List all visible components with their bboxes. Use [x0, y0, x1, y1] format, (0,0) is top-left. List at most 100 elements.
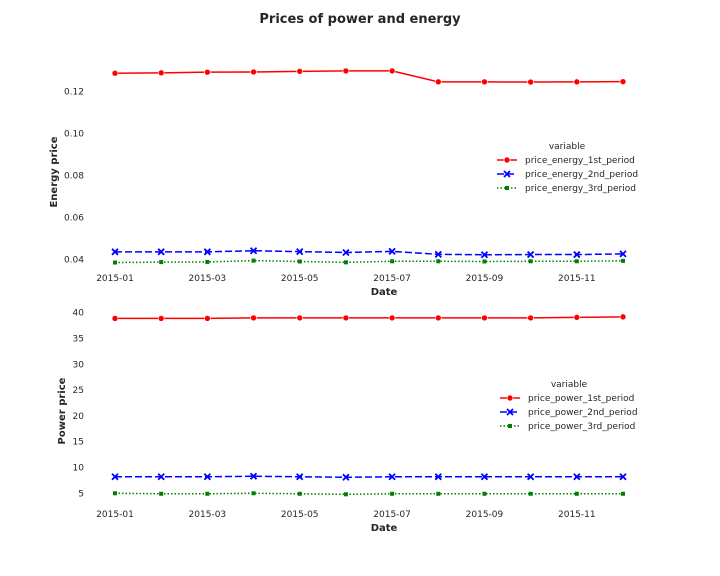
price-power-3rd-period-series [113, 491, 625, 497]
energy-y-tick-label: 0.12 [64, 88, 84, 98]
chart-title: Prices of power and energy [259, 12, 461, 27]
price-energy-2nd-period-series [111, 247, 627, 259]
price-power-2nd-period-point [342, 473, 350, 481]
price-energy-1st-period-point [250, 68, 257, 76]
price-energy-1st-period-legend-label: price_energy_1st_period [525, 156, 635, 166]
price-power-1st-period-point [157, 315, 165, 322]
price-power-2nd-period-series [111, 472, 627, 481]
power-y-tick-label: 25 [73, 386, 84, 396]
price-power-3rd-period-point [621, 491, 625, 496]
price-energy-3rd-period-point [113, 260, 117, 265]
price-power-3rd-period-point [113, 491, 117, 496]
energy-y-tick-label: 0.06 [64, 214, 84, 224]
price-energy-1st-period-point [434, 78, 442, 86]
price-power-2nd-period-point [249, 472, 258, 480]
price-energy-2nd-period-legend-point [503, 170, 511, 178]
price-energy-2nd-period-point [388, 247, 396, 256]
price-power-2nd-period-point [203, 473, 212, 481]
price-power-3rd-period-point [574, 491, 579, 496]
price-energy-3rd-period-point [205, 259, 210, 264]
price-power-1st-period-point [204, 315, 211, 322]
price-energy-3rd-period-point [621, 258, 625, 263]
power-x-axis-label: Date [371, 523, 398, 534]
price-power-3rd-period-line [114, 492, 623, 496]
power-x-tick-label: 2015-05 [281, 510, 319, 520]
price-energy-1st-period-legend-point [503, 156, 511, 164]
price-power-2nd-period-legend-label: price_power_2nd_period [528, 408, 638, 418]
price-power-1st-period-legend-point [506, 394, 514, 402]
price-energy-1st-period-point [481, 78, 488, 86]
price-energy-2nd-period-point [111, 248, 119, 256]
power-y-tick-label: 15 [73, 438, 84, 448]
power-legend-title: variable [551, 380, 588, 390]
price-power-3rd-period-point [528, 491, 533, 496]
power-y-tick-label: 10 [73, 463, 85, 473]
price-energy-2nd-period-legend-label: price_energy_2nd_period [525, 170, 638, 180]
price-energy-2nd-period-point [480, 251, 489, 259]
power-x-tick-label: 2015-11 [558, 510, 596, 520]
price-energy-3rd-period-point [251, 258, 256, 263]
price-energy-1st-period-point [527, 78, 534, 86]
price-energy-3rd-period-point [436, 259, 441, 264]
price-energy-2nd-period-point [249, 247, 258, 255]
price-power-3rd-period-point [205, 491, 210, 496]
price-power-2nd-period-point [573, 473, 581, 481]
price-power-1st-period-point [250, 314, 257, 322]
price-energy-2nd-period-point [526, 250, 535, 259]
price-energy-2nd-period-point [203, 248, 212, 256]
energy-x-tick-label: 2015-09 [466, 274, 504, 284]
price-power-2nd-period-point [157, 473, 165, 481]
price-power-3rd-period-point [343, 492, 348, 497]
price-power-2nd-period-point [388, 473, 396, 481]
power-y-tick-label: 40 [73, 309, 85, 319]
price-energy-3rd-period-line [114, 259, 624, 264]
price-energy-2nd-period-point [573, 250, 581, 259]
price-power-1st-period-point [111, 315, 119, 322]
price-energy-2nd-period-point [342, 248, 350, 257]
price-power-1st-period-point [434, 314, 442, 322]
price-power-3rd-period-point [482, 491, 487, 496]
energy-x-tick-label: 2015-11 [558, 274, 596, 284]
price-energy-3rd-period-point [343, 260, 348, 265]
price-power-1st-period-point [342, 314, 350, 322]
power-y-tick-label: 20 [73, 412, 85, 422]
price-energy-2nd-period-point [619, 250, 627, 258]
price-power-2nd-period-point [526, 473, 535, 481]
power-legend: variable price_power_1st_period price_powe… [500, 380, 638, 432]
power-y-axis-label: Power price [57, 377, 68, 444]
price-power-1st-period-point [481, 314, 488, 322]
price-power-1st-period-series [111, 313, 627, 322]
price-power-3rd-period-point [251, 491, 256, 496]
price-power-3rd-period-point [159, 491, 164, 496]
price-energy-1st-period-point [388, 67, 396, 75]
price-power-1st-period-line [115, 316, 624, 320]
price-power-3rd-period-legend-point [508, 424, 512, 428]
power-x-tick-label: 2015-09 [466, 510, 504, 520]
price-energy-3rd-period-point [390, 259, 395, 264]
price-power-1st-period-point [573, 314, 581, 321]
price-power-3rd-period-point [390, 491, 395, 496]
price-power-2nd-period-point [296, 473, 304, 481]
power-x-tick-label: 2015-03 [189, 510, 227, 520]
price-energy-3rd-period-point [159, 260, 164, 265]
price-energy-1st-period-point [296, 68, 304, 75]
price-energy-3rd-period-series [113, 258, 625, 265]
price-energy-3rd-period-point [528, 259, 533, 264]
price-energy-2nd-period-point [296, 247, 304, 256]
price-power-2nd-period-point [111, 473, 119, 481]
price-energy-1st-period-point [204, 68, 211, 76]
price-energy-1st-period-series [111, 67, 627, 86]
price-power-1st-period-point [388, 314, 396, 322]
price-power-3rd-period-legend-label: price_power_3rd_period [528, 422, 635, 432]
price-energy-2nd-period-point [434, 250, 442, 258]
price-energy-3rd-period-point [297, 259, 302, 264]
price-power-2nd-period-line [115, 475, 623, 479]
price-energy-3rd-period-point [482, 259, 487, 264]
price-power-3rd-period-point [297, 491, 302, 496]
price-power-2nd-period-legend-point [506, 408, 514, 416]
energy-y-tick-label: 0.08 [64, 172, 84, 182]
energy-y-tick-label: 0.04 [64, 256, 84, 266]
price-energy-1st-period-line [114, 70, 624, 83]
energy-x-tick-label: 2015-03 [189, 274, 227, 284]
